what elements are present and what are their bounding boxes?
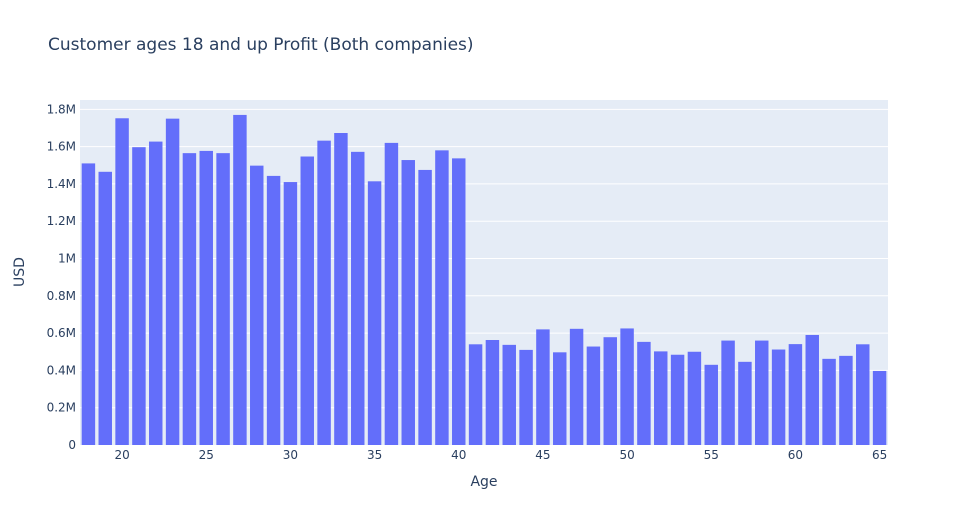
bar [81, 163, 96, 446]
bar [182, 153, 197, 445]
x-axis-title: Age [470, 474, 497, 490]
bar [620, 328, 634, 445]
bar [502, 344, 516, 445]
x-tick-label: 65 [872, 448, 887, 462]
y-tick-label: 1.2M [47, 214, 76, 228]
y-tick-label: 0.4M [47, 363, 76, 377]
y-tick-label: 0.6M [47, 326, 76, 340]
bar [149, 141, 163, 445]
bar [856, 344, 870, 445]
plot-area [80, 100, 888, 445]
bar [199, 150, 213, 445]
bar [771, 349, 786, 445]
x-axis-ticks: 20 25 30 35 40 45 50 55 60 65 [114, 448, 887, 462]
x-tick-label: 55 [704, 448, 719, 462]
bar [872, 370, 887, 445]
bar [98, 171, 112, 445]
bar [452, 158, 466, 445]
y-tick-label: 1.8M [47, 102, 76, 116]
x-tick-label: 50 [619, 448, 634, 462]
x-tick-label: 20 [114, 448, 129, 462]
bar [569, 328, 584, 445]
bar [132, 147, 146, 445]
bar [637, 341, 651, 445]
bar [418, 169, 432, 445]
bar [805, 334, 819, 445]
bar [603, 337, 617, 445]
bar [553, 352, 567, 445]
chart-title: Customer ages 18 and up Profit (Both com… [48, 35, 474, 55]
bar [704, 364, 718, 445]
bar [670, 354, 685, 445]
y-axis-title: USD [12, 257, 28, 287]
y-tick-label: 0.8M [47, 289, 76, 303]
bar [283, 182, 298, 445]
y-tick-label: 1.4M [47, 177, 76, 191]
bar [384, 142, 399, 445]
bar [519, 349, 533, 445]
bar [654, 351, 668, 445]
bar [822, 358, 836, 445]
bar [233, 114, 247, 446]
y-tick-label: 1M [58, 252, 76, 266]
bars [81, 114, 887, 446]
bar [115, 118, 129, 446]
bar [266, 175, 281, 445]
bar [435, 150, 449, 445]
bar [334, 133, 348, 445]
x-tick-label: 30 [283, 448, 298, 462]
y-tick-label: 0.2M [47, 401, 76, 415]
bar [250, 165, 264, 445]
y-axis-ticks: 0 0.2M 0.4M 0.6M 0.8M 1M 1.2M 1.4M 1.6M 1.8M [47, 102, 76, 452]
x-tick-label: 60 [788, 448, 803, 462]
x-tick-label: 40 [451, 448, 466, 462]
bar [536, 329, 550, 445]
bar [485, 340, 500, 445]
bar [586, 346, 601, 445]
bar [468, 344, 483, 445]
bar [721, 340, 735, 445]
bar [351, 151, 365, 445]
gridlines [80, 108, 888, 409]
x-tick-label: 35 [367, 448, 382, 462]
bar [165, 118, 180, 445]
bar [300, 156, 314, 445]
x-tick-label: 45 [535, 448, 550, 462]
x-tick-label: 25 [199, 448, 214, 462]
bar [687, 351, 702, 445]
bar [367, 181, 382, 445]
bar [839, 355, 853, 445]
y-tick-label: 0 [68, 438, 76, 452]
bar [317, 140, 331, 445]
bar [738, 361, 752, 445]
bar [401, 160, 415, 445]
y-tick-label: 1.6M [47, 140, 76, 154]
bar [216, 153, 230, 445]
bar [755, 340, 769, 445]
bar [788, 344, 803, 445]
